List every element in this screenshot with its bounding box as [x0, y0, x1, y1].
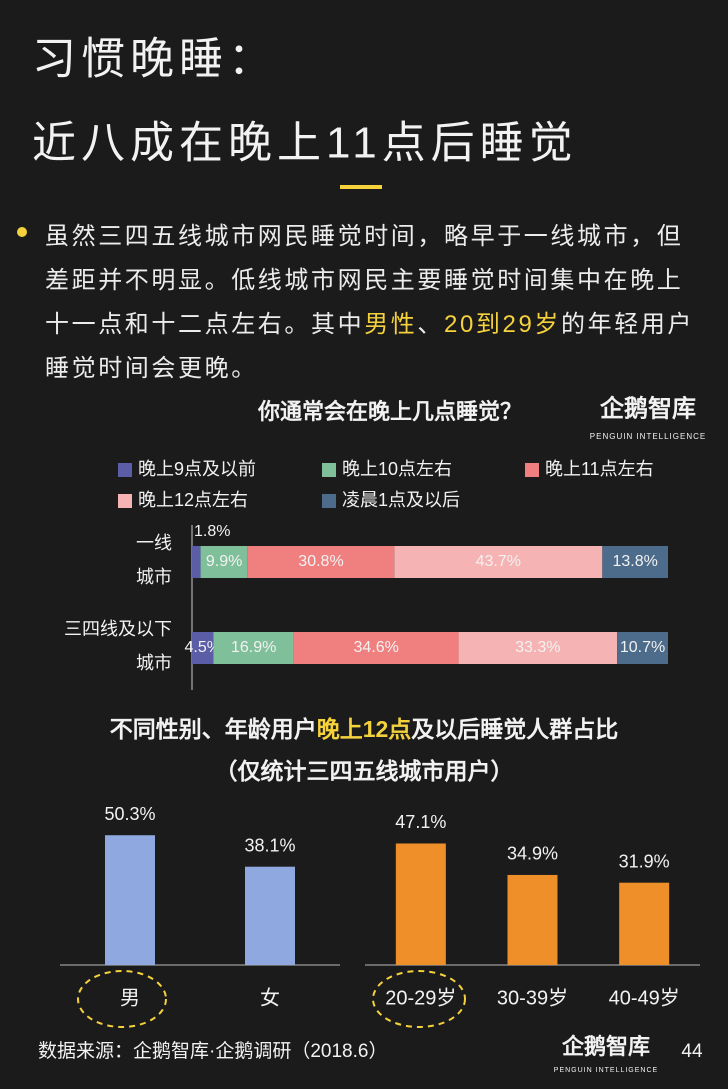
category-label: 40-49岁: [609, 986, 680, 1009]
bar-segment: [192, 546, 201, 578]
bullet: [17, 227, 27, 237]
title-part: 及以后睡觉人群占比: [411, 716, 618, 742]
highlight: 男性: [364, 311, 418, 338]
bar-segment: [394, 546, 603, 578]
bar: [619, 882, 670, 965]
bar-segment: [293, 632, 459, 664]
legend-label: 晚上10点左右: [342, 459, 452, 479]
highlight-circle: [77, 970, 167, 1028]
value-label: 38.1%: [244, 835, 295, 855]
bar-segment: [247, 546, 395, 578]
value-label: 34.6%: [354, 639, 399, 656]
category-label: 城市: [136, 567, 172, 587]
value-label: 10.7%: [620, 639, 665, 656]
logo-tagline: PENGUIN INTELLIGENCE: [554, 1067, 658, 1074]
value-label: 30.8%: [298, 553, 343, 570]
bar-segment: [200, 546, 248, 578]
legend-label: 晚上12点左右: [138, 490, 248, 510]
category-label: 男: [120, 987, 140, 1009]
category-label: 女: [260, 986, 280, 1009]
title-line: 习惯晚睡：: [32, 35, 277, 84]
category-label: 城市: [136, 653, 172, 673]
legend-label: 晚上11点左右: [545, 459, 654, 479]
bar-segment: [617, 632, 668, 664]
highlight-circle: [372, 970, 466, 1028]
legend-swatch: [525, 463, 539, 477]
legend-swatch: [118, 463, 132, 477]
source: 数据来源：企鹅智库·企鹅调研（2018.6）: [38, 1040, 387, 1062]
value-label: 33.3%: [515, 639, 560, 656]
legend-swatch: [322, 494, 336, 508]
category-label: 三四线及以下: [64, 619, 172, 639]
bar-segment: [602, 546, 668, 578]
legend-label: 凌晨1点及以后: [342, 490, 460, 510]
page-number: 44: [681, 1041, 703, 1062]
bar-segment: [192, 632, 214, 664]
bar: [507, 874, 558, 965]
value-label: 4.5%: [184, 639, 220, 656]
title-underline: [340, 185, 382, 189]
text: 、: [417, 311, 445, 338]
logo-name: 企鹅智库: [561, 1034, 650, 1059]
bar: [245, 866, 295, 965]
value-label: 13.8%: [612, 553, 657, 570]
value-label: 1.8%: [194, 523, 230, 540]
bar: [105, 835, 155, 965]
legend-label: 晚上9点及以前: [138, 459, 256, 479]
category-label: 20-29岁: [385, 986, 456, 1009]
value-label: 9.9%: [206, 553, 242, 570]
value-label: 16.9%: [231, 639, 276, 656]
logo-tagline: PENGUIN INTELLIGENCE: [590, 432, 706, 441]
value-label: 47.1%: [395, 812, 446, 832]
text: 虽然三四五线城市网民睡觉时间，略早于一线城市，但差距并不明显。低线城市网民主要睡…: [45, 223, 684, 338]
bar: [395, 843, 446, 965]
chart-subtitle: （仅统计三四五线城市用户）: [215, 758, 514, 784]
value-label: 43.7%: [476, 553, 521, 570]
title-highlight: 晚上12点: [317, 716, 412, 742]
highlight: 20到29岁: [444, 311, 562, 338]
text: 的年轻用户睡觉时间会更晚。: [45, 311, 695, 382]
category-label: 30-39岁: [497, 986, 568, 1009]
bar-segment: [458, 632, 618, 664]
title-line: 近八成在晚上11点后睡觉: [32, 119, 578, 168]
value-label: 34.9%: [507, 844, 558, 864]
category-label: 一线: [136, 533, 172, 553]
legend-swatch: [118, 494, 132, 508]
bar-segment: [213, 632, 294, 664]
value-label: 31.9%: [619, 851, 670, 871]
chart-title: 不同性别、年龄用户晚上12点及以后睡觉人群占比: [110, 716, 619, 742]
logo-name: 企鹅智库: [600, 394, 696, 422]
chart-title: 你通常会在晚上几点睡觉？: [257, 399, 522, 424]
title-part: 不同性别、年龄用户: [110, 716, 317, 742]
value-label: 50.3%: [104, 804, 155, 824]
legend-swatch: [322, 463, 336, 477]
paragraph: 虽然三四五线城市网民睡觉时间，略早于一线城市，但差距并不明显。低线城市网民主要睡…: [45, 215, 695, 391]
